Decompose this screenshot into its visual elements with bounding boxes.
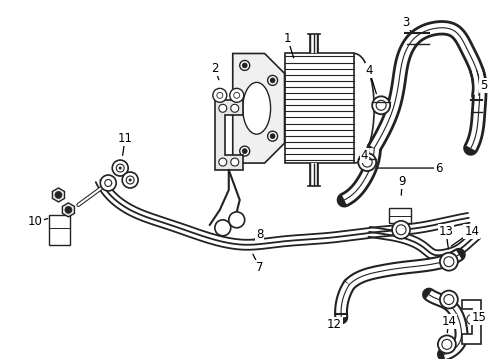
Polygon shape — [214, 100, 242, 170]
Circle shape — [212, 88, 226, 102]
Circle shape — [358, 153, 375, 171]
Circle shape — [229, 88, 243, 102]
Text: 10: 10 — [28, 215, 43, 228]
Text: 1: 1 — [283, 32, 291, 45]
Bar — [48, 215, 70, 245]
Circle shape — [439, 291, 457, 309]
Circle shape — [267, 131, 277, 141]
Circle shape — [230, 104, 238, 112]
Ellipse shape — [242, 82, 270, 134]
Polygon shape — [52, 188, 64, 202]
Circle shape — [437, 336, 455, 353]
Circle shape — [239, 60, 249, 71]
Circle shape — [55, 192, 62, 198]
Text: 4: 4 — [360, 149, 367, 162]
Circle shape — [65, 206, 72, 213]
Circle shape — [439, 253, 457, 271]
Text: 13: 13 — [438, 225, 452, 238]
Circle shape — [228, 212, 244, 228]
Polygon shape — [232, 54, 284, 163]
Circle shape — [218, 104, 226, 112]
Text: 12: 12 — [326, 318, 341, 331]
Text: 4: 4 — [365, 64, 372, 77]
Circle shape — [230, 158, 238, 166]
Text: 14: 14 — [463, 225, 478, 238]
Circle shape — [100, 175, 116, 191]
Bar — [388, 208, 410, 223]
Text: 15: 15 — [470, 311, 485, 324]
Text: 8: 8 — [255, 228, 263, 241]
Text: 9: 9 — [398, 175, 405, 189]
Circle shape — [242, 63, 247, 68]
Circle shape — [122, 172, 138, 188]
Text: 14: 14 — [441, 315, 455, 328]
Circle shape — [269, 78, 275, 83]
Circle shape — [214, 220, 230, 236]
Circle shape — [239, 146, 249, 156]
Circle shape — [128, 179, 131, 181]
Text: 2: 2 — [211, 62, 218, 75]
Circle shape — [218, 158, 226, 166]
Circle shape — [269, 134, 275, 139]
Text: 6: 6 — [434, 162, 442, 175]
Circle shape — [242, 149, 247, 154]
Circle shape — [391, 221, 409, 239]
Bar — [284, 54, 353, 163]
Circle shape — [371, 96, 389, 114]
Text: 3: 3 — [402, 16, 409, 29]
Text: 7: 7 — [255, 261, 263, 274]
Polygon shape — [62, 203, 74, 217]
Polygon shape — [461, 300, 480, 345]
Circle shape — [112, 160, 128, 176]
Circle shape — [119, 167, 122, 170]
Circle shape — [267, 75, 277, 85]
Text: 11: 11 — [118, 132, 132, 145]
Text: 5: 5 — [479, 79, 487, 92]
